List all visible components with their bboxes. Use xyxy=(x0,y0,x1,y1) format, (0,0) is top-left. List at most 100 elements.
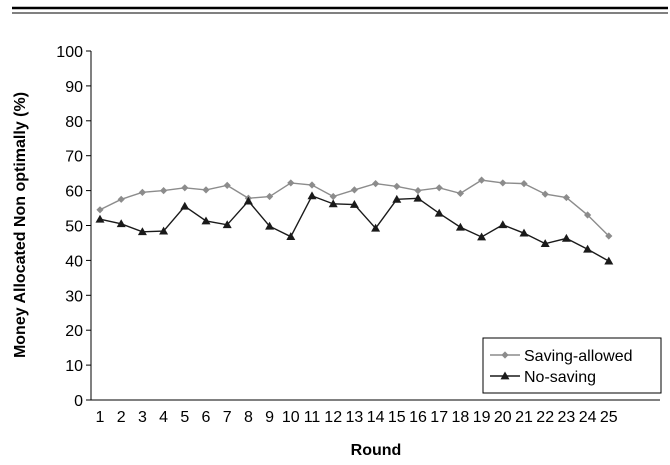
x-tick-label: 1 xyxy=(96,409,105,426)
data-point xyxy=(138,188,146,196)
y-tick-label: 20 xyxy=(65,323,83,340)
data-point xyxy=(520,180,528,188)
data-point xyxy=(455,222,465,231)
x-tick-label: 15 xyxy=(388,409,406,426)
x-tick-label: 17 xyxy=(430,409,448,426)
y-tick-label: 0 xyxy=(74,393,83,410)
data-point xyxy=(413,193,423,202)
y-tick-label: 60 xyxy=(65,184,83,201)
x-tick-label: 23 xyxy=(558,409,576,426)
data-point xyxy=(328,199,338,208)
x-tick-label: 6 xyxy=(202,409,211,426)
y-tick-label: 80 xyxy=(65,114,83,131)
data-point xyxy=(181,184,189,192)
data-point xyxy=(605,232,613,240)
x-tick-label: 2 xyxy=(117,409,126,426)
data-point xyxy=(540,239,550,248)
legend-marker xyxy=(501,351,509,359)
y-tick-label: 40 xyxy=(65,253,83,270)
legend-box xyxy=(482,337,662,394)
data-point xyxy=(137,227,147,236)
data-point xyxy=(222,220,232,229)
x-tick-label: 13 xyxy=(346,409,364,426)
data-point xyxy=(160,187,168,195)
data-point xyxy=(584,211,592,219)
data-point xyxy=(202,186,210,194)
data-point xyxy=(372,180,380,188)
x-tick-label: 14 xyxy=(367,409,385,426)
data-point xyxy=(265,221,275,230)
data-point xyxy=(96,206,104,214)
data-point xyxy=(371,223,381,232)
data-point xyxy=(498,220,508,229)
data-point xyxy=(116,219,126,228)
data-point xyxy=(456,189,464,197)
data-point xyxy=(95,214,105,223)
x-tick-label: 12 xyxy=(324,409,342,426)
data-point xyxy=(117,195,125,203)
series-saving-allowed xyxy=(96,176,613,240)
x-tick-label: 18 xyxy=(452,409,470,426)
legend: Saving-allowed No-saving xyxy=(482,337,662,394)
x-tick-label: 16 xyxy=(409,409,427,426)
header-rules xyxy=(12,6,668,14)
x-tick-label: 5 xyxy=(180,409,189,426)
data-point xyxy=(329,192,337,201)
x-tick-label: 22 xyxy=(536,409,554,426)
data-point xyxy=(180,201,190,210)
data-point xyxy=(583,244,593,253)
x-axis-title: Round xyxy=(351,442,402,459)
data-point xyxy=(541,190,549,198)
x-tick-label: 7 xyxy=(223,409,232,426)
x-tick-label: 4 xyxy=(159,409,168,426)
series-no-saving xyxy=(95,191,614,265)
y-axis: 0 10 20 30 40 50 60 70 80 90 100 xyxy=(56,44,92,410)
data-point xyxy=(478,176,486,184)
x-tick-label: 10 xyxy=(282,409,300,426)
x-tick-label: 24 xyxy=(579,409,597,426)
data-point xyxy=(604,256,614,265)
data-point xyxy=(499,179,507,187)
data-point xyxy=(308,181,316,189)
x-tick-label: 20 xyxy=(494,409,512,426)
y-tick-label: 30 xyxy=(65,288,83,305)
x-tick-label: 19 xyxy=(473,409,491,426)
data-point xyxy=(477,232,487,241)
data-point xyxy=(243,196,253,205)
data-point xyxy=(414,187,422,195)
data-point xyxy=(201,216,211,225)
x-tick-label: 21 xyxy=(515,409,533,426)
y-tick-label: 50 xyxy=(65,219,83,236)
y-tick-label: 100 xyxy=(56,44,83,61)
data-point xyxy=(307,191,317,200)
data-point xyxy=(435,184,443,192)
data-point xyxy=(434,208,444,217)
x-tick-label: 11 xyxy=(304,409,321,426)
data-point xyxy=(159,226,169,235)
x-tick-label: 9 xyxy=(265,409,274,426)
legend-label: Saving-allowed xyxy=(524,348,633,365)
data-point xyxy=(562,193,570,202)
legend-label: No-saving xyxy=(524,369,596,386)
data-point xyxy=(266,192,274,201)
series-layer xyxy=(95,176,614,265)
data-point xyxy=(349,200,359,208)
legend-marker xyxy=(500,371,510,380)
data-point xyxy=(392,194,402,203)
data-point xyxy=(393,182,401,191)
data-point xyxy=(223,181,231,189)
data-point xyxy=(519,228,529,237)
data-point xyxy=(350,186,358,194)
data-point xyxy=(287,179,295,187)
y-axis-title: Money Allocated Non optimally (%) xyxy=(12,92,29,358)
x-axis: 1 2 3 4 5 6 7 8 9 10 11 12 13 14 15 16 17 18 19 20 21 22 23 24 2… xyxy=(91,399,660,426)
y-tick-label: 70 xyxy=(65,149,83,166)
x-tick-label: 25 xyxy=(600,409,618,426)
x-tick-label: 8 xyxy=(244,409,253,426)
y-tick-label: 10 xyxy=(65,358,83,375)
y-tick-label: 90 xyxy=(65,79,83,96)
data-point xyxy=(561,233,571,242)
x-tick-label: 3 xyxy=(138,409,147,426)
data-point xyxy=(286,232,296,241)
